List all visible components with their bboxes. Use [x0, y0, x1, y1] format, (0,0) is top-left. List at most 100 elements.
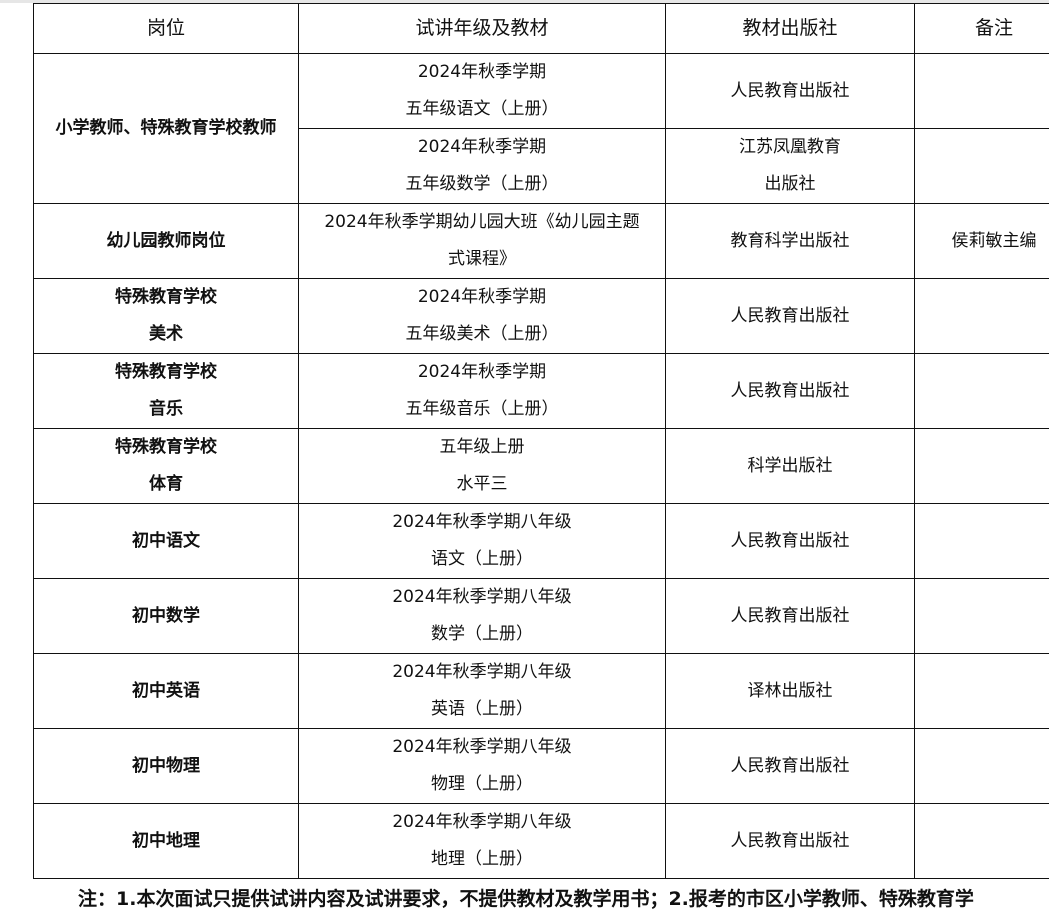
material-cell-line: 水平三	[299, 466, 665, 503]
publisher-cell: 人民教育出版社	[666, 729, 915, 804]
position-cell: 幼儿园教师岗位	[34, 204, 299, 279]
remark-cell	[915, 429, 1049, 504]
material-cell-line: 2024年秋季学期八年级	[299, 504, 665, 541]
remark-cell: 侯莉敏主编	[915, 204, 1049, 279]
material-cell-line: 英语（上册）	[299, 691, 665, 728]
position-cell: 初中地理	[34, 804, 299, 879]
publisher-cell-line: 人民教育出版社	[666, 298, 914, 335]
material-cell: 2024年秋季学期八年级物理（上册）	[299, 729, 666, 804]
material-cell-line: 五年级上册	[299, 429, 665, 466]
position-cell-line: 幼儿园教师岗位	[34, 223, 298, 260]
material-cell-line: 五年级美术（上册）	[299, 316, 665, 353]
position-cell-line: 初中物理	[34, 748, 298, 785]
material-cell-line: 五年级语文（上册）	[299, 91, 665, 128]
position-cell-line: 特殊教育学校	[34, 354, 298, 391]
publisher-cell: 人民教育出版社	[666, 354, 915, 429]
remark-cell	[915, 504, 1049, 579]
remark-cell	[915, 279, 1049, 354]
position-cell-line: 初中语文	[34, 523, 298, 560]
position-cell: 初中语文	[34, 504, 299, 579]
material-cell: 2024年秋季学期五年级美术（上册）	[299, 279, 666, 354]
material-cell-line: 2024年秋季学期	[299, 54, 665, 91]
material-cell-line: 2024年秋季学期八年级	[299, 654, 665, 691]
position-cell: 初中物理	[34, 729, 299, 804]
remark-cell	[915, 129, 1049, 204]
material-cell-line: 2024年秋季学期	[299, 354, 665, 391]
publisher-cell-line: 译林出版社	[666, 673, 914, 710]
publisher-cell: 人民教育出版社	[666, 279, 915, 354]
publisher-cell: 人民教育出版社	[666, 804, 915, 879]
position-cell: 特殊教育学校美术	[34, 279, 299, 354]
material-cell-line: 五年级数学（上册）	[299, 166, 665, 203]
publisher-cell: 教育科学出版社	[666, 204, 915, 279]
footnote: 注：1.本次面试只提供试讲内容及试讲要求，不提供教材及教学用书；2.报考的市区小…	[78, 884, 974, 911]
publisher-cell-line: 科学出版社	[666, 448, 914, 485]
position-cell: 初中数学	[34, 579, 299, 654]
position-cell: 初中英语	[34, 654, 299, 729]
position-cell: 小学教师、特殊教育学校教师	[34, 54, 299, 204]
publisher-cell-line: 人民教育出版社	[666, 598, 914, 635]
publisher-cell-line: 人民教育出版社	[666, 748, 914, 785]
column-header: 试讲年级及教材	[299, 4, 666, 54]
material-cell-line: 五年级音乐（上册）	[299, 391, 665, 428]
publisher-cell-line: 人民教育出版社	[666, 373, 914, 410]
publisher-cell: 人民教育出版社	[666, 54, 915, 129]
remark-cell	[915, 579, 1049, 654]
table-row: 特殊教育学校体育五年级上册水平三科学出版社	[34, 429, 1049, 504]
position-cell: 特殊教育学校音乐	[34, 354, 299, 429]
publisher-cell: 江苏凤凰教育出版社	[666, 129, 915, 204]
remark-cell	[915, 654, 1049, 729]
remark-cell	[915, 729, 1049, 804]
position-cell-line: 音乐	[34, 391, 298, 428]
publisher-cell-line: 江苏凤凰教育	[666, 129, 914, 166]
material-cell-line: 数学（上册）	[299, 616, 665, 653]
publisher-cell: 人民教育出版社	[666, 504, 915, 579]
publisher-cell-line: 出版社	[666, 166, 914, 203]
position-cell: 特殊教育学校体育	[34, 429, 299, 504]
material-cell: 2024年秋季学期八年级语文（上册）	[299, 504, 666, 579]
publisher-cell: 译林出版社	[666, 654, 915, 729]
position-cell-line: 初中地理	[34, 823, 298, 860]
material-cell-line: 2024年秋季学期幼儿园大班《幼儿园主题	[299, 204, 665, 241]
header-row: 岗位试讲年级及教材教材出版社备注	[34, 4, 1049, 54]
position-cell-line: 特殊教育学校	[34, 279, 298, 316]
material-cell: 2024年秋季学期五年级音乐（上册）	[299, 354, 666, 429]
remark-cell	[915, 804, 1049, 879]
publisher-cell-line: 人民教育出版社	[666, 523, 914, 560]
publisher-cell-line: 人民教育出版社	[666, 73, 914, 110]
position-cell-line: 体育	[34, 466, 298, 503]
material-cell: 2024年秋季学期幼儿园大班《幼儿园主题式课程》	[299, 204, 666, 279]
publisher-cell: 人民教育出版社	[666, 579, 915, 654]
position-cell-line: 初中英语	[34, 673, 298, 710]
material-cell-line: 物理（上册）	[299, 766, 665, 803]
publisher-cell-line: 教育科学出版社	[666, 223, 914, 260]
column-header: 教材出版社	[666, 4, 915, 54]
position-cell-line: 特殊教育学校	[34, 429, 298, 466]
material-cell: 2024年秋季学期八年级地理（上册）	[299, 804, 666, 879]
publisher-cell: 科学出版社	[666, 429, 915, 504]
material-cell-line: 2024年秋季学期	[299, 129, 665, 166]
publisher-cell-line: 人民教育出版社	[666, 823, 914, 860]
material-cell: 2024年秋季学期八年级英语（上册）	[299, 654, 666, 729]
material-cell-line: 2024年秋季学期	[299, 279, 665, 316]
remark-cell	[915, 354, 1049, 429]
material-cell: 五年级上册水平三	[299, 429, 666, 504]
remark-cell	[915, 54, 1049, 129]
material-cell-line: 2024年秋季学期八年级	[299, 729, 665, 766]
material-cell-line: 语文（上册）	[299, 541, 665, 578]
column-header: 备注	[915, 4, 1049, 54]
material-cell-line: 式课程》	[299, 241, 665, 278]
material-cell: 2024年秋季学期五年级语文（上册）	[299, 54, 666, 129]
position-cell-line: 美术	[34, 316, 298, 353]
column-header: 岗位	[34, 4, 299, 54]
material-cell: 2024年秋季学期八年级数学（上册）	[299, 579, 666, 654]
